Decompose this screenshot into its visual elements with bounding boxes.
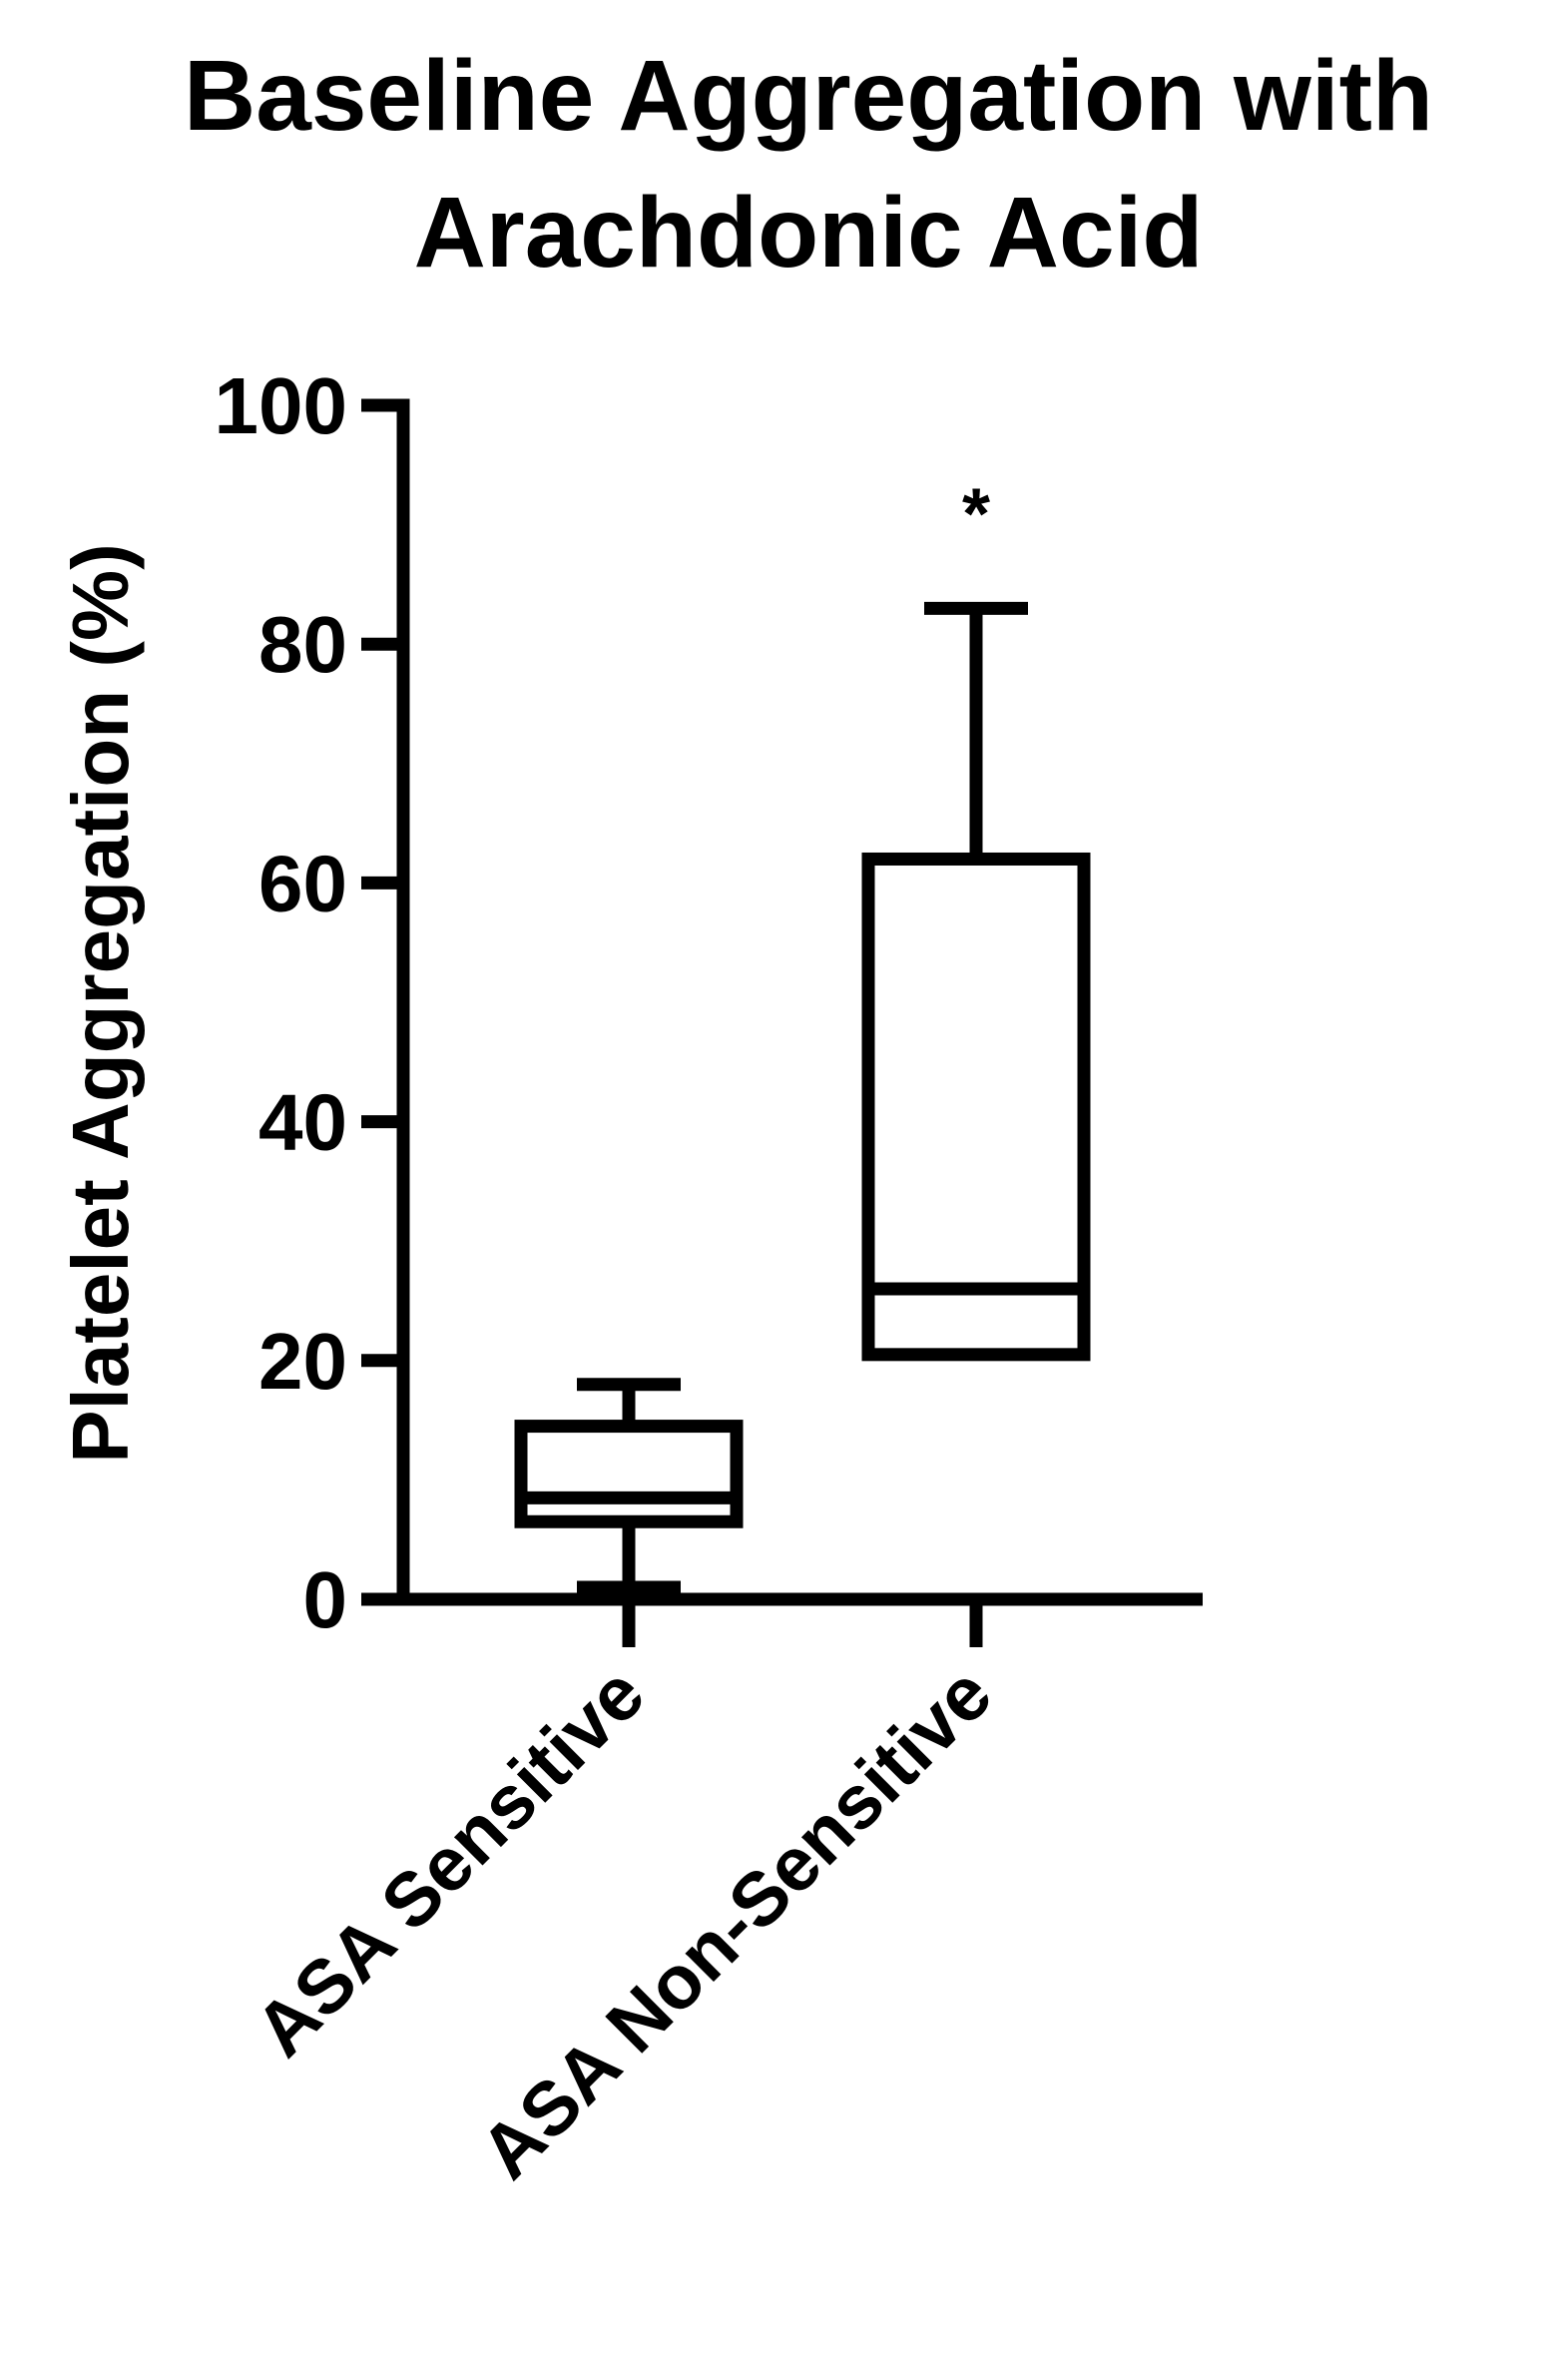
y-tick-label: 20 [258, 1317, 347, 1406]
chart-title-line-2: Arachdonic Acid [414, 177, 1204, 289]
chart-title-line-1: Baseline Aggregation with [184, 40, 1433, 152]
y-tick-label: 40 [258, 1078, 347, 1167]
y-tick-label: 100 [215, 361, 347, 450]
significance-marker: * [962, 474, 990, 554]
y-tick-label: 0 [303, 1555, 348, 1644]
y-tick-label: 80 [258, 600, 347, 689]
box [514, 1420, 744, 1528]
y-tick-label: 60 [258, 839, 347, 927]
box [861, 852, 1091, 1362]
y-axis-label: Platelet Aggregation (%) [56, 543, 145, 1464]
